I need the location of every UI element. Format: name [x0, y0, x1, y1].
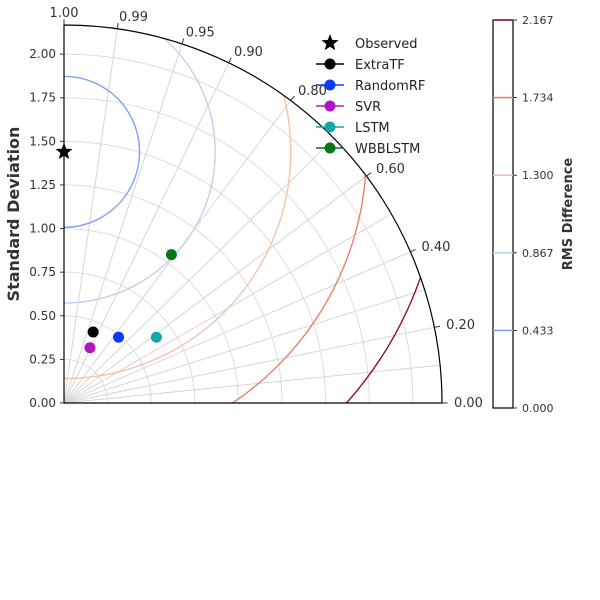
legend-marker — [324, 58, 336, 70]
legend-label: Observed — [355, 37, 418, 52]
correlation-grid-line — [64, 251, 411, 403]
correlation-tick-label: 0.60 — [376, 162, 405, 177]
colorbar-tick-label: 0.433 — [522, 324, 554, 337]
colorbar-label: RMS Difference — [561, 158, 576, 271]
model-point-svr — [84, 342, 96, 354]
legend: Observed ExtraTF RandomRF SVR LSTM WBBLSTM — [316, 34, 425, 157]
correlation-tick-mark — [366, 172, 372, 177]
colorbar-tick-label: 1.300 — [522, 169, 554, 182]
colorbar-tick-label: 0.867 — [522, 247, 554, 260]
rms-contour — [64, 25, 292, 380]
legend-entry: LSTM — [316, 121, 390, 136]
legend-marker — [324, 121, 336, 133]
std-tick-label: 0.00 — [29, 396, 56, 410]
correlation-tick-label: 0.99 — [119, 10, 148, 25]
std-grid-arc — [64, 184, 283, 403]
model-points — [55, 142, 177, 354]
legend-entry: Observed — [321, 34, 418, 52]
correlation-tick-label: 0.40 — [421, 240, 450, 255]
std-grid-arc — [64, 228, 239, 403]
legend-label: SVR — [355, 100, 381, 115]
correlation-tick-label: 0.00 — [454, 396, 483, 411]
std-tick-label: 0.75 — [29, 265, 56, 279]
correlation-tick-mark — [410, 249, 416, 253]
rms-contour — [64, 25, 216, 304]
model-point-randomrf — [113, 331, 125, 343]
correlation-grid-line — [64, 326, 435, 403]
correlation-tick-mark — [434, 325, 441, 328]
rms-contour — [64, 75, 141, 229]
correlation-tick-label: 0.90 — [234, 45, 263, 60]
std-tick-label: 1.00 — [29, 222, 56, 236]
std-tick-label: 1.25 — [29, 178, 56, 192]
std-grid-arc — [64, 140, 327, 403]
correlation-tick-mark — [228, 57, 232, 64]
legend-marker — [324, 79, 336, 91]
std-tick-label: 0.50 — [29, 309, 56, 323]
legend-marker — [324, 142, 336, 154]
correlation-tick-label: 1.00 — [50, 6, 79, 21]
y-axis-label: Standard Deviation — [4, 127, 23, 302]
legend-label: LSTM — [355, 121, 390, 136]
correlation-tick-mark — [116, 23, 119, 29]
legend-star-icon — [321, 34, 339, 51]
correlation-tick-mark — [181, 38, 185, 45]
std-grid-arc — [64, 271, 196, 403]
colorbar-box — [492, 19, 514, 409]
correlation-tick-mark — [290, 95, 295, 101]
correlation-ticks: 1.00 0.99 0.95 0.90 0.80 0.60 0.40 0.20 0.00 — [50, 6, 483, 411]
correlation-tick-label: 0.95 — [186, 26, 215, 41]
legend-label: WBBLSTM — [355, 142, 420, 157]
std-tick-label: 1.75 — [29, 91, 56, 105]
correlation-grid-line — [64, 175, 367, 403]
colorbar: 0.000 0.433 0.867 1.300 1.734 2.167 — [492, 14, 554, 415]
correlation-grid-line — [64, 43, 183, 403]
std-axis-ticks: 0.00 0.25 0.50 0.75 1.00 1.25 1.50 1.75 2.00 — [29, 47, 64, 410]
legend-entry: ExtraTF — [316, 58, 405, 73]
legend-label: ExtraTF — [355, 58, 405, 73]
colorbar-tick-label: 0.000 — [522, 402, 554, 415]
model-point-lstm — [150, 331, 162, 343]
correlation-tick-label: 0.80 — [298, 84, 327, 99]
colorbar-tick-label: 1.734 — [522, 92, 554, 105]
std-tick-label: 1.50 — [29, 134, 56, 148]
legend-label: RandomRF — [355, 79, 425, 94]
colorbar-tick-label: 2.167 — [522, 14, 554, 27]
reference-star-marker — [55, 142, 73, 160]
std-tick-label: 2.00 — [29, 47, 56, 61]
std-grid-arc — [64, 53, 414, 403]
model-point-wbblstm — [165, 249, 177, 261]
legend-entry: RandomRF — [316, 79, 425, 94]
std-tick-label: 0.25 — [29, 352, 56, 366]
std-grid-arc — [64, 97, 370, 403]
legend-entry: WBBLSTM — [316, 142, 420, 157]
correlation-grid-line — [64, 289, 425, 403]
correlation-tick-label: 0.20 — [446, 318, 475, 333]
model-point-extratf — [87, 326, 99, 338]
legend-marker — [324, 100, 336, 112]
correlation-grid-line — [64, 364, 441, 403]
legend-entry: SVR — [316, 100, 381, 115]
